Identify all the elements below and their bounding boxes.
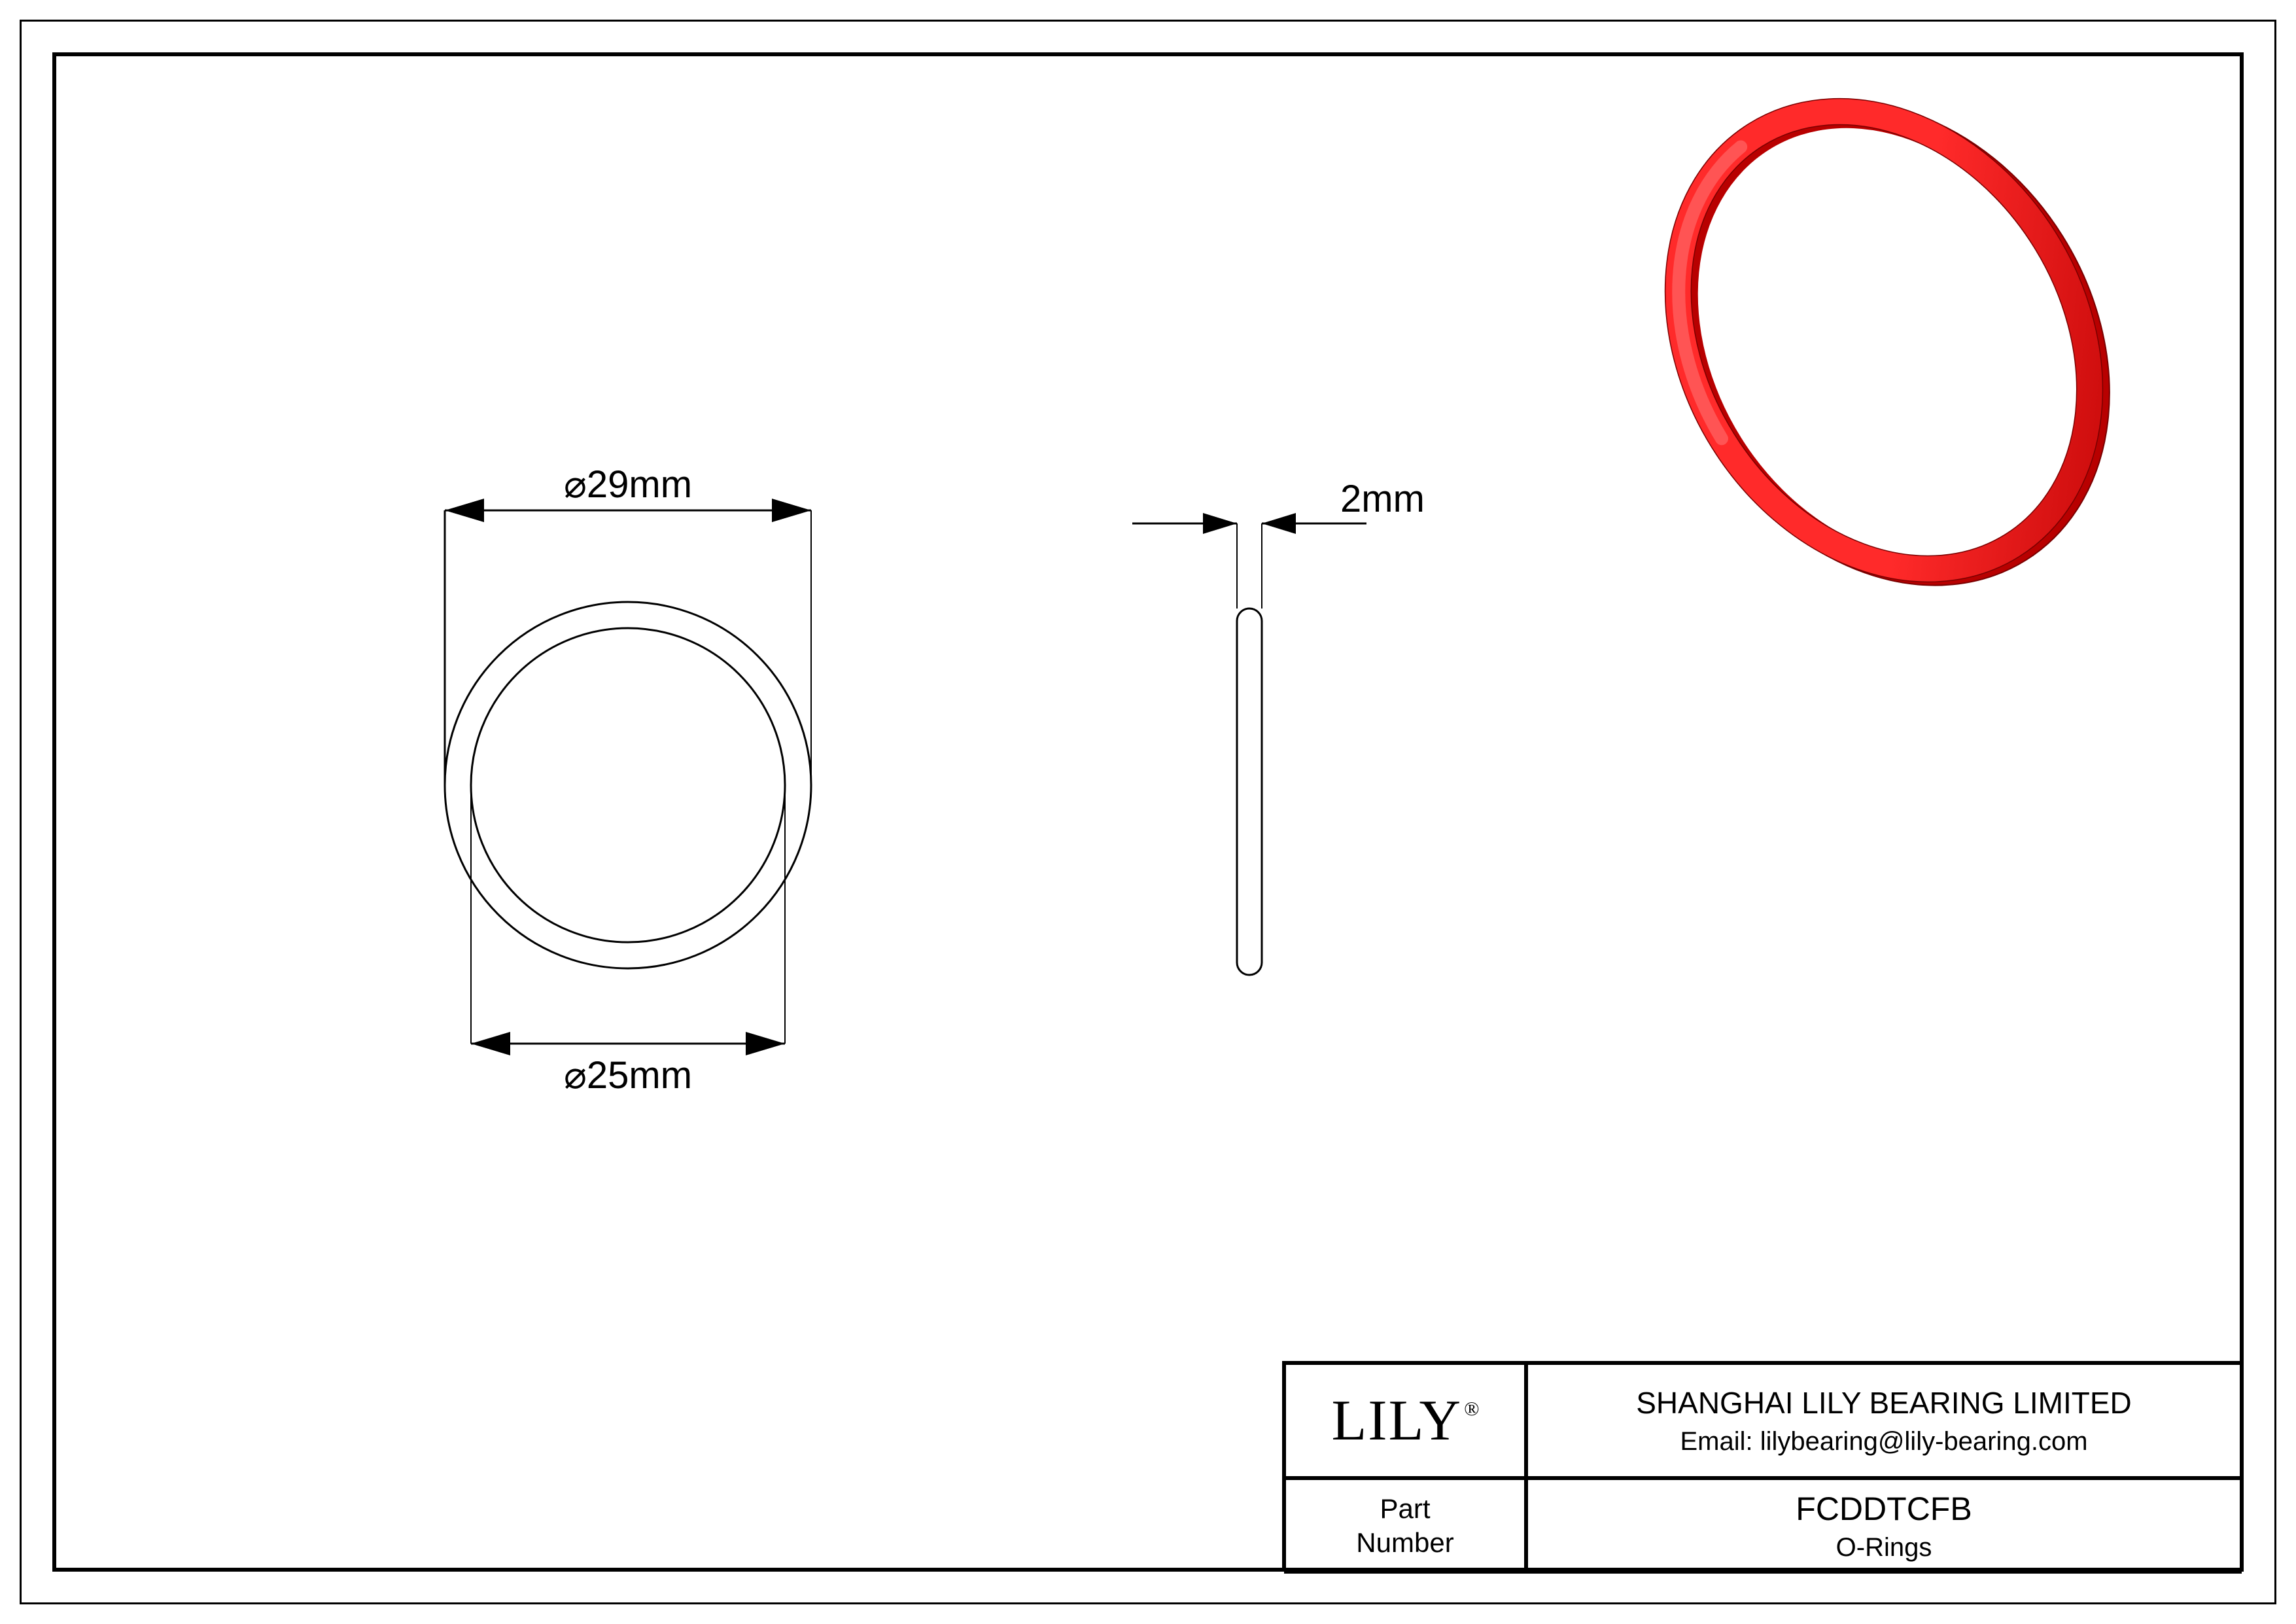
title-block-part-label-cell: Part Number	[1284, 1478, 1526, 1574]
part-number-label-line1: Part	[1380, 1492, 1430, 1527]
part-number-value: FCDDTCFB	[1796, 1490, 1972, 1528]
dim-label-outer-diameter: ⌀29mm	[564, 463, 692, 506]
side-view-profile	[1237, 609, 1262, 975]
company-name: SHANGHAI LILY BEARING LIMITED	[1636, 1385, 2132, 1421]
company-email: Email: lilybearing@lily-bearing.com	[1680, 1427, 2087, 1456]
title-block-logo-cell: LILY®	[1284, 1363, 1526, 1478]
title-block-company-cell: SHANGHAI LILY BEARING LIMITED Email: lil…	[1526, 1363, 2242, 1478]
dim-label-cross-section-width: 2mm	[1340, 478, 1425, 520]
isometric-o-ring	[1576, 14, 2198, 670]
product-type: O-Rings	[1836, 1533, 1932, 1562]
title-block-part-value-cell: FCDDTCFB O-Rings	[1526, 1478, 2242, 1574]
dim-label-inner-diameter: ⌀25mm	[564, 1054, 692, 1097]
logo-text: LILY	[1332, 1389, 1463, 1453]
registered-icon: ®	[1464, 1398, 1480, 1420]
title-block: LILY® SHANGHAI LILY BEARING LIMITED Emai…	[1282, 1361, 2244, 1572]
part-number-label-line2: Number	[1356, 1526, 1453, 1561]
company-logo: LILY®	[1332, 1388, 1479, 1454]
